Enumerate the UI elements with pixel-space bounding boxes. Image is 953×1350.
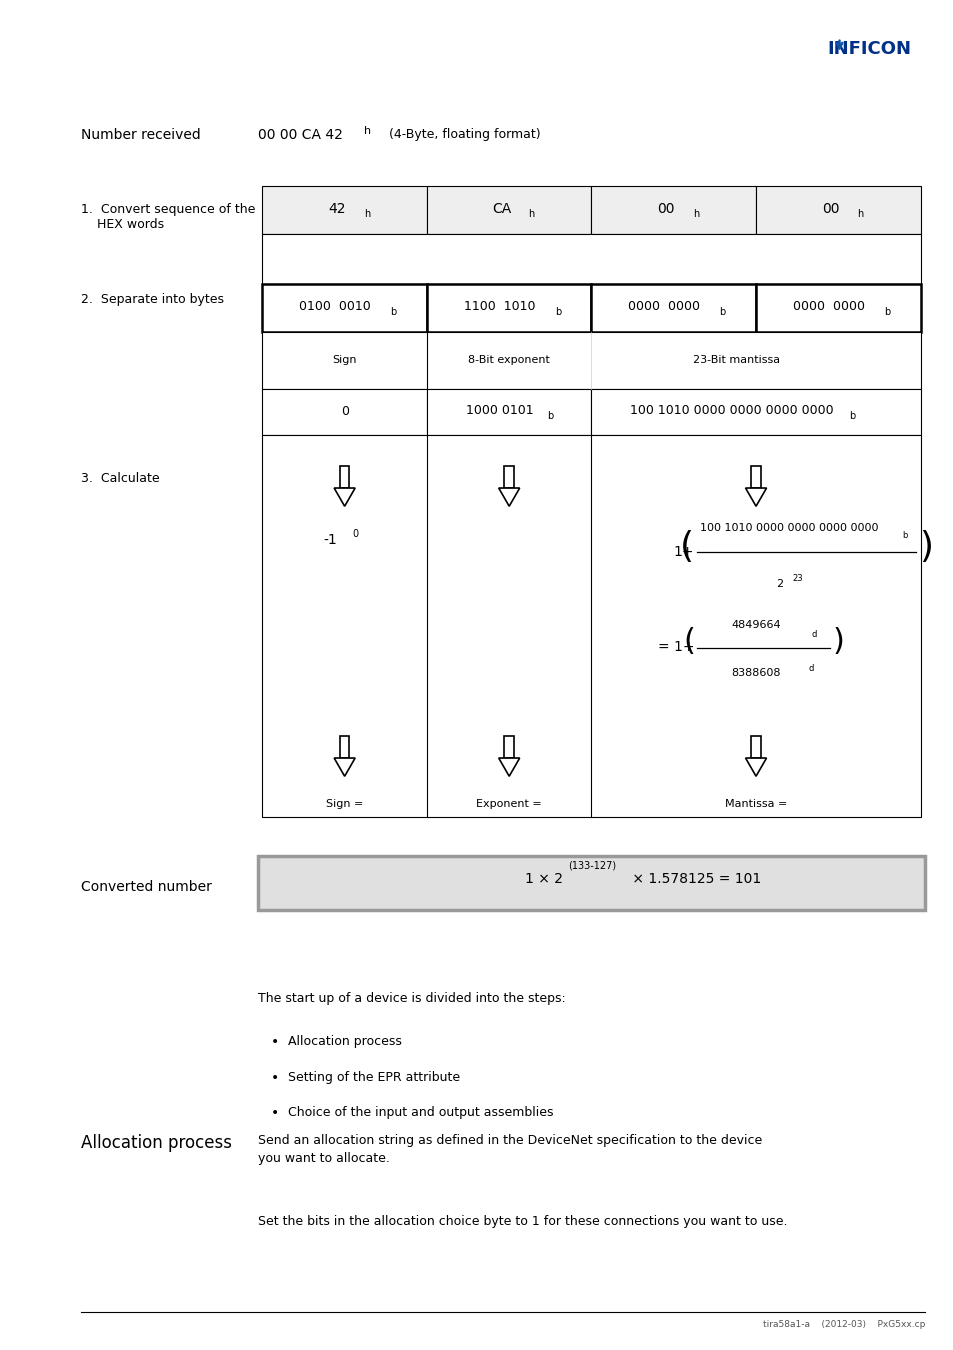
Text: Allocation process: Allocation process xyxy=(81,1134,232,1152)
Text: 100 1010 0000 0000 0000 0000: 100 1010 0000 0000 0000 0000 xyxy=(630,404,833,417)
Text: 0000  0000: 0000 0000 xyxy=(792,300,863,313)
Bar xyxy=(427,186,591,234)
Text: Sign: Sign xyxy=(332,355,356,366)
Text: (: ( xyxy=(679,529,694,564)
Text: 0: 0 xyxy=(340,405,348,418)
Polygon shape xyxy=(745,487,765,506)
Text: 2: 2 xyxy=(776,579,782,589)
Text: b: b xyxy=(719,306,725,317)
Text: CA: CA xyxy=(492,201,511,216)
Polygon shape xyxy=(339,736,349,759)
Text: d: d xyxy=(808,664,813,674)
Bar xyxy=(262,234,920,284)
Text: 1 × 2: 1 × 2 xyxy=(524,872,562,886)
Polygon shape xyxy=(751,736,760,759)
Bar xyxy=(755,284,920,332)
Polygon shape xyxy=(751,466,760,487)
Text: 8388608: 8388608 xyxy=(731,668,780,678)
Text: 100 1010 0000 0000 0000 0000: 100 1010 0000 0000 0000 0000 xyxy=(700,524,878,533)
Text: Set the bits in the allocation choice byte to 1 for these connections you want t: Set the bits in the allocation choice by… xyxy=(257,1215,786,1228)
Text: b: b xyxy=(902,531,906,540)
Text: b: b xyxy=(555,306,560,317)
Text: h: h xyxy=(363,209,370,219)
Bar xyxy=(262,435,920,817)
Polygon shape xyxy=(504,466,514,487)
Text: ): ) xyxy=(918,529,932,564)
Text: 1+: 1+ xyxy=(673,545,694,559)
Bar xyxy=(427,389,591,435)
Text: 42: 42 xyxy=(328,201,345,216)
Text: 1000 0101: 1000 0101 xyxy=(465,404,533,417)
Text: d: d xyxy=(810,629,816,639)
Text: 00 00 CA 42: 00 00 CA 42 xyxy=(257,128,342,142)
Text: b: b xyxy=(883,306,889,317)
Text: Allocation process: Allocation process xyxy=(288,1035,401,1049)
Text: Choice of the input and output assemblies: Choice of the input and output assemblie… xyxy=(288,1106,553,1119)
Text: ): ) xyxy=(831,626,843,656)
Bar xyxy=(262,186,427,234)
Polygon shape xyxy=(334,487,355,506)
Text: Mantissa =: Mantissa = xyxy=(724,799,786,809)
Text: 2.  Separate into bytes: 2. Separate into bytes xyxy=(81,293,224,306)
Text: 4849664: 4849664 xyxy=(730,621,781,630)
Text: 23: 23 xyxy=(791,574,802,583)
Text: •: • xyxy=(271,1071,278,1084)
Text: Send an allocation string as defined in the DeviceNet specification to the devic: Send an allocation string as defined in … xyxy=(257,1134,761,1165)
Text: •: • xyxy=(271,1035,278,1049)
Bar xyxy=(591,389,920,435)
Text: b: b xyxy=(390,306,396,317)
Text: h: h xyxy=(364,126,371,135)
Text: Setting of the EPR attribute: Setting of the EPR attribute xyxy=(288,1071,459,1084)
Text: 1100  1010: 1100 1010 xyxy=(463,300,535,313)
Text: 3.  Calculate: 3. Calculate xyxy=(81,472,159,486)
Text: The start up of a device is divided into the steps:: The start up of a device is divided into… xyxy=(257,992,565,1006)
Text: = 1+: = 1+ xyxy=(657,640,694,653)
Text: (4-Byte, floating format): (4-Byte, floating format) xyxy=(376,128,540,142)
Polygon shape xyxy=(745,759,765,776)
Text: -1: -1 xyxy=(323,533,336,547)
Text: h: h xyxy=(857,209,862,219)
Bar xyxy=(257,856,924,910)
Text: Converted number: Converted number xyxy=(81,880,212,894)
Bar xyxy=(262,332,920,389)
Text: b: b xyxy=(547,410,553,421)
Text: h: h xyxy=(692,209,699,219)
Text: tira58a1-a    (2012-03)    PxG5xx.cp: tira58a1-a (2012-03) PxG5xx.cp xyxy=(762,1320,924,1330)
Polygon shape xyxy=(498,487,519,506)
Text: Exponent =: Exponent = xyxy=(476,799,541,809)
Polygon shape xyxy=(504,736,514,759)
Text: 23-Bit mantissa: 23-Bit mantissa xyxy=(693,355,780,366)
Text: h: h xyxy=(528,209,534,219)
Text: 0000  0000: 0000 0000 xyxy=(628,300,700,313)
Text: 00: 00 xyxy=(657,201,674,216)
Text: 00: 00 xyxy=(821,201,839,216)
Text: (133-127): (133-127) xyxy=(567,860,615,871)
Text: (: ( xyxy=(682,626,695,656)
Text: •: • xyxy=(271,1106,278,1119)
Bar xyxy=(427,284,591,332)
Bar xyxy=(755,186,920,234)
Text: × 1.578125 = 101: × 1.578125 = 101 xyxy=(627,872,760,886)
Polygon shape xyxy=(334,759,355,776)
Bar xyxy=(262,389,427,435)
Polygon shape xyxy=(339,466,349,487)
Bar xyxy=(262,284,427,332)
Bar xyxy=(591,284,755,332)
Text: 0100  0010: 0100 0010 xyxy=(299,300,371,313)
Polygon shape xyxy=(498,759,519,776)
Bar xyxy=(591,186,755,234)
Text: b: b xyxy=(848,410,855,421)
Text: INFICON: INFICON xyxy=(826,40,910,58)
Text: 8-Bit exponent: 8-Bit exponent xyxy=(468,355,550,366)
Text: 0: 0 xyxy=(352,529,358,539)
Text: 1.  Convert sequence of the
    HEX words: 1. Convert sequence of the HEX words xyxy=(81,202,255,231)
Text: Number received: Number received xyxy=(81,128,201,142)
Text: Sign =: Sign = xyxy=(326,799,363,809)
